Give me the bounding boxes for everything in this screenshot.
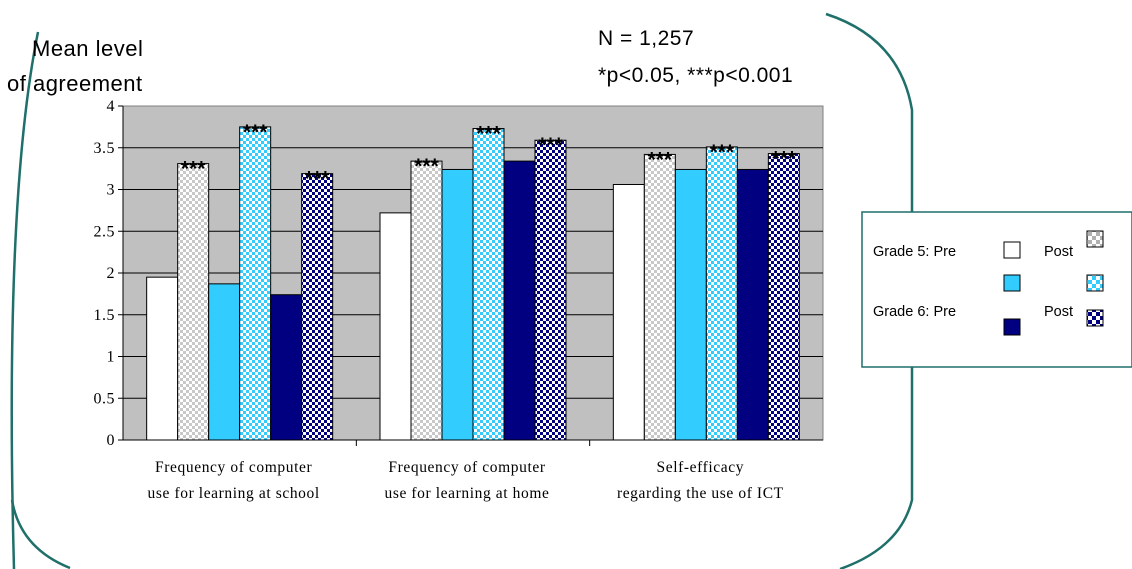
significance-marker: ***	[648, 148, 673, 171]
legend-grade6-label: Grade 6: Pre	[873, 304, 956, 320]
y-tick-label: 1.5	[94, 307, 116, 324]
legend-post-label-2: Post	[1044, 304, 1073, 320]
frame-right-arc	[825, 12, 914, 569]
significance-marker: ***	[181, 158, 206, 181]
significance-marker: ***	[538, 134, 563, 157]
bar-cat0-series4	[270, 294, 303, 441]
y-tick-label: 1	[107, 349, 116, 366]
x-category-label: Self-efficacy	[657, 459, 745, 476]
bar-cat2-series2	[674, 168, 707, 441]
bar-cat2-series4	[736, 168, 769, 441]
y-axis-title-line1: Mean level	[32, 36, 143, 61]
significance-marker: ***	[243, 121, 268, 144]
frame-left-arc	[10, 31, 40, 569]
significance-marker: ***	[772, 148, 797, 171]
legend-post-label-1: Post	[1044, 244, 1073, 260]
significance-marker: ***	[305, 168, 330, 191]
x-category-label: Frequency of computer	[155, 459, 312, 476]
bar-cat0-series1	[177, 163, 210, 441]
bar-cat1-series5	[534, 139, 567, 441]
y-axis-title-line2: of agreement	[7, 71, 143, 96]
y-tick-label: 3.5	[94, 140, 116, 157]
bar-cat2-series3	[705, 146, 738, 441]
bar-cat0-series5	[301, 173, 334, 441]
legend: Grade 5: Pre Post Grade 6: Pre Post	[861, 211, 1132, 368]
y-tick-label: 2	[107, 265, 116, 282]
legend-grade5-label: Grade 5: Pre	[873, 244, 956, 260]
legend-swatch-grade6-pre	[1003, 318, 1021, 336]
frame-bottom-left-arc	[10, 499, 71, 569]
bar-cat1-series2	[441, 168, 474, 441]
significance-annotations: *** *** *** *** *** *** *** *** ***	[181, 121, 797, 191]
y-tick-label: 4	[107, 98, 116, 115]
bar-cat0-series0	[146, 276, 179, 441]
y-axis-ticks: 0 0.5 1 1.5 2 2.5 3 3.5 4	[94, 98, 123, 449]
bar-cat1-series4	[503, 160, 536, 441]
significance-marker: ***	[710, 141, 735, 164]
sample-size-label: N = 1,257	[598, 27, 694, 50]
significance-label: *p<0.05, ***p<0.001	[598, 64, 793, 87]
y-tick-label: 0.5	[94, 390, 116, 407]
significance-marker: ***	[476, 123, 501, 146]
legend-swatch-mid-checker	[1086, 274, 1104, 292]
bar-cat2-series5	[767, 153, 800, 441]
bar-cat2-series1	[643, 153, 676, 441]
x-axis-categories: Frequency of computer use for learning at…	[148, 459, 784, 502]
bar-cat0-series3	[239, 126, 272, 441]
bar-cat1-series0	[379, 212, 412, 441]
x-category-label: Frequency of computer	[388, 459, 545, 476]
bar-cat2-series0	[612, 183, 645, 441]
x-category-label: regarding the use of ICT	[617, 485, 784, 502]
bar-cat0-series2	[208, 283, 241, 441]
bar-cat1-series1	[410, 160, 443, 441]
x-category-label: use for learning at home	[384, 485, 549, 502]
x-category-label: use for learning at school	[148, 485, 320, 502]
y-tick-label: 2.5	[94, 223, 116, 240]
y-tick-label: 3	[107, 182, 116, 199]
legend-swatch-grade6-post	[1086, 309, 1104, 327]
legend-swatch-grade5-pre	[1003, 241, 1021, 259]
y-tick-label: 0	[107, 432, 116, 449]
significance-marker: ***	[414, 155, 439, 178]
bars	[146, 126, 800, 446]
legend-swatch-grade5-post	[1086, 230, 1104, 248]
legend-swatch-mid-solid	[1003, 274, 1021, 292]
bar-cat1-series3	[472, 128, 505, 441]
